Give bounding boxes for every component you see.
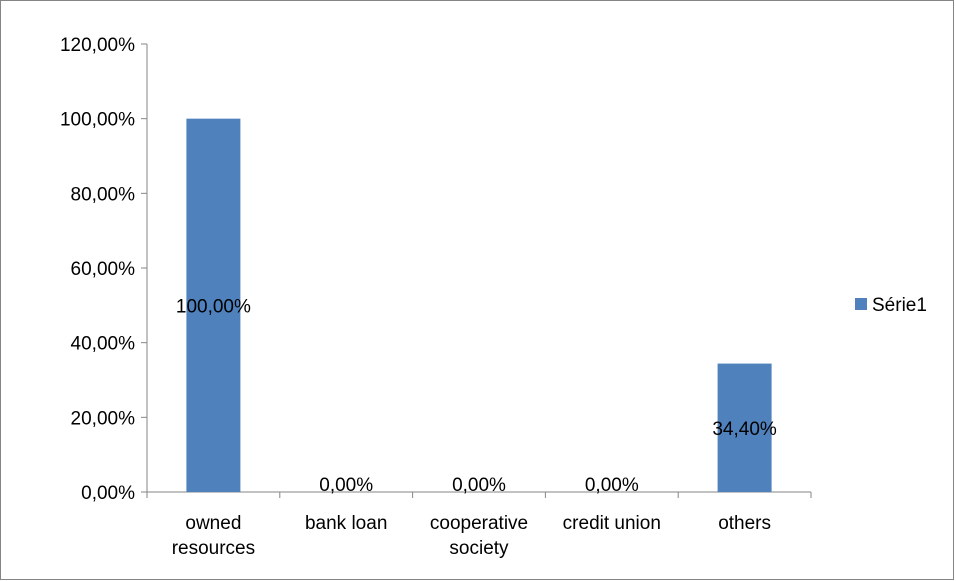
- data-label: 0,00%: [585, 475, 639, 496]
- x-tick-label-line: cooperative: [430, 513, 528, 534]
- x-axis: owned resources bank loan cooperative societ…: [146, 491, 812, 559]
- x-tick-label: credit union: [563, 513, 661, 534]
- y-tick-label: 100,00%: [60, 110, 135, 131]
- x-tick-label-line: credit union: [563, 513, 661, 534]
- data-label: 34,40%: [712, 419, 777, 440]
- bars: [186, 118, 772, 493]
- y-tick-label: 60,00%: [71, 259, 136, 280]
- y-tick-label: 80,00%: [71, 184, 136, 205]
- bar: [717, 363, 772, 492]
- legend: Série1: [855, 295, 927, 316]
- legend-swatch: [855, 298, 867, 310]
- legend-label: Série1: [872, 295, 927, 316]
- x-tick-label-line: society: [449, 538, 509, 559]
- x-tick-label-line: others: [718, 513, 771, 534]
- data-label: 100,00%: [176, 296, 251, 317]
- y-tick-label: 20,00%: [71, 408, 136, 429]
- x-tick-label-line: resources: [172, 538, 255, 559]
- x-tick-label: owned resources: [172, 513, 255, 559]
- data-labels: 100,00% 0,00% 0,00% 0,00% 34,40%: [176, 296, 777, 496]
- data-label: 0,00%: [319, 475, 373, 496]
- bar: [186, 118, 241, 493]
- x-tick-label-line: bank loan: [305, 513, 387, 534]
- y-tick-label: 0,00%: [81, 483, 135, 504]
- y-tick-label: 120,00%: [60, 35, 135, 56]
- x-tick-label: bank loan: [305, 513, 387, 534]
- data-label: 0,00%: [452, 475, 506, 496]
- y-tick-label: 40,00%: [71, 334, 136, 355]
- x-tick-label-line: owned: [185, 513, 241, 534]
- x-tick-label: others: [718, 513, 771, 534]
- y-axis: 0,00% 20,00% 40,00% 60,00% 80,00% 100,00% 120,…: [60, 35, 148, 504]
- x-tick-label: cooperative society: [430, 513, 528, 559]
